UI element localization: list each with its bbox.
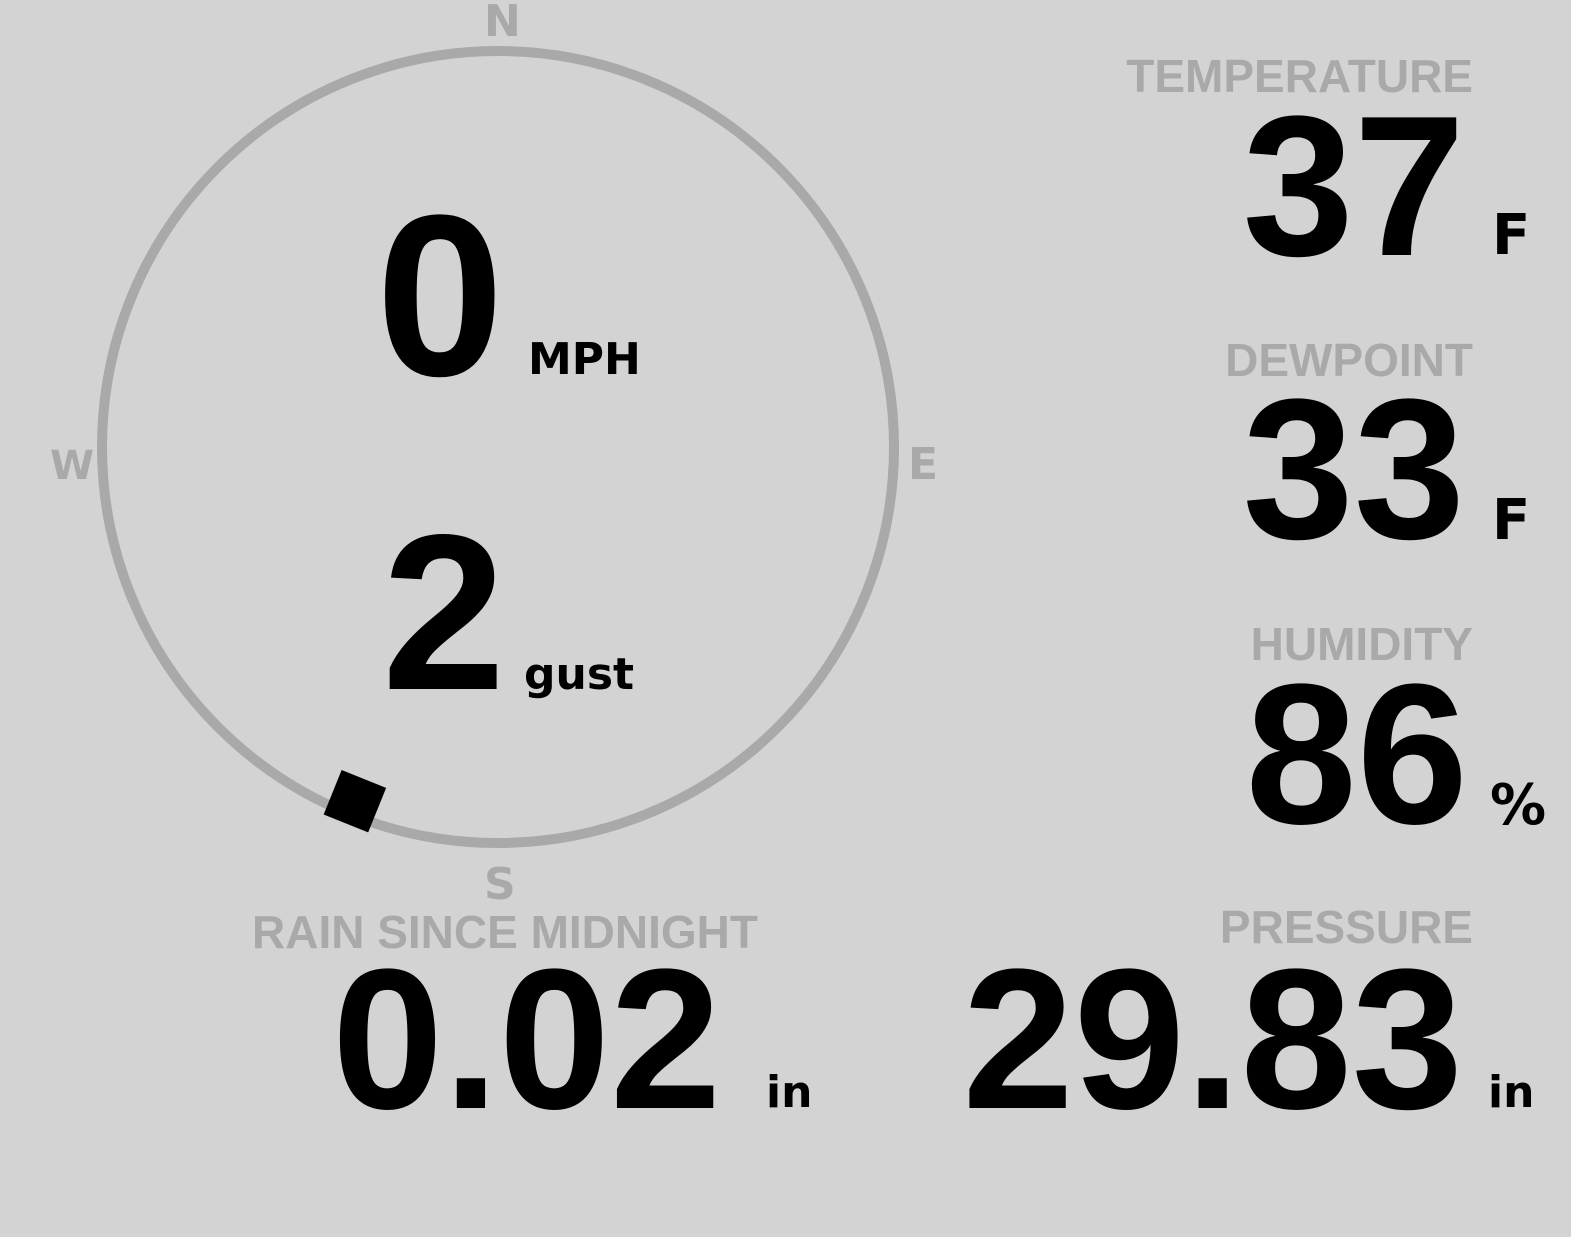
temperature-value: 37 xyxy=(1242,75,1465,298)
humidity-label: HUMIDITY xyxy=(1250,618,1473,670)
rain-label: RAIN SINCE MIDNIGHT xyxy=(252,906,758,958)
pressure-value: 29.83 xyxy=(962,928,1464,1151)
temperature-label: TEMPERATURE xyxy=(1126,50,1473,102)
humidity-value: 86 xyxy=(1245,643,1468,866)
compass-north-label: N xyxy=(484,0,521,47)
dewpoint-label: DEWPOINT xyxy=(1225,334,1473,386)
compass-east-label: E xyxy=(908,439,939,490)
compass-south-label: S xyxy=(484,859,516,910)
compass-west-label: W xyxy=(50,443,95,489)
humidity-unit: % xyxy=(1490,773,1547,838)
compass-ring xyxy=(97,46,899,848)
wind-gust-unit: gust xyxy=(524,649,635,700)
pressure-label: PRESSURE xyxy=(1219,901,1473,953)
wind-compass xyxy=(97,46,899,848)
wind-direction-marker xyxy=(323,769,387,833)
dewpoint-unit: F xyxy=(1492,488,1531,553)
temperature-unit: F xyxy=(1492,203,1531,268)
wind-speed-value: 0 xyxy=(376,167,504,424)
pressure-unit: in xyxy=(1488,1067,1535,1118)
wind-speed-unit: MPH xyxy=(528,334,641,385)
wind-gust-value: 2 xyxy=(382,489,506,737)
rain-value: 0.02 xyxy=(332,928,722,1151)
rain-unit: in xyxy=(766,1067,813,1118)
dewpoint-value: 33 xyxy=(1242,358,1465,581)
